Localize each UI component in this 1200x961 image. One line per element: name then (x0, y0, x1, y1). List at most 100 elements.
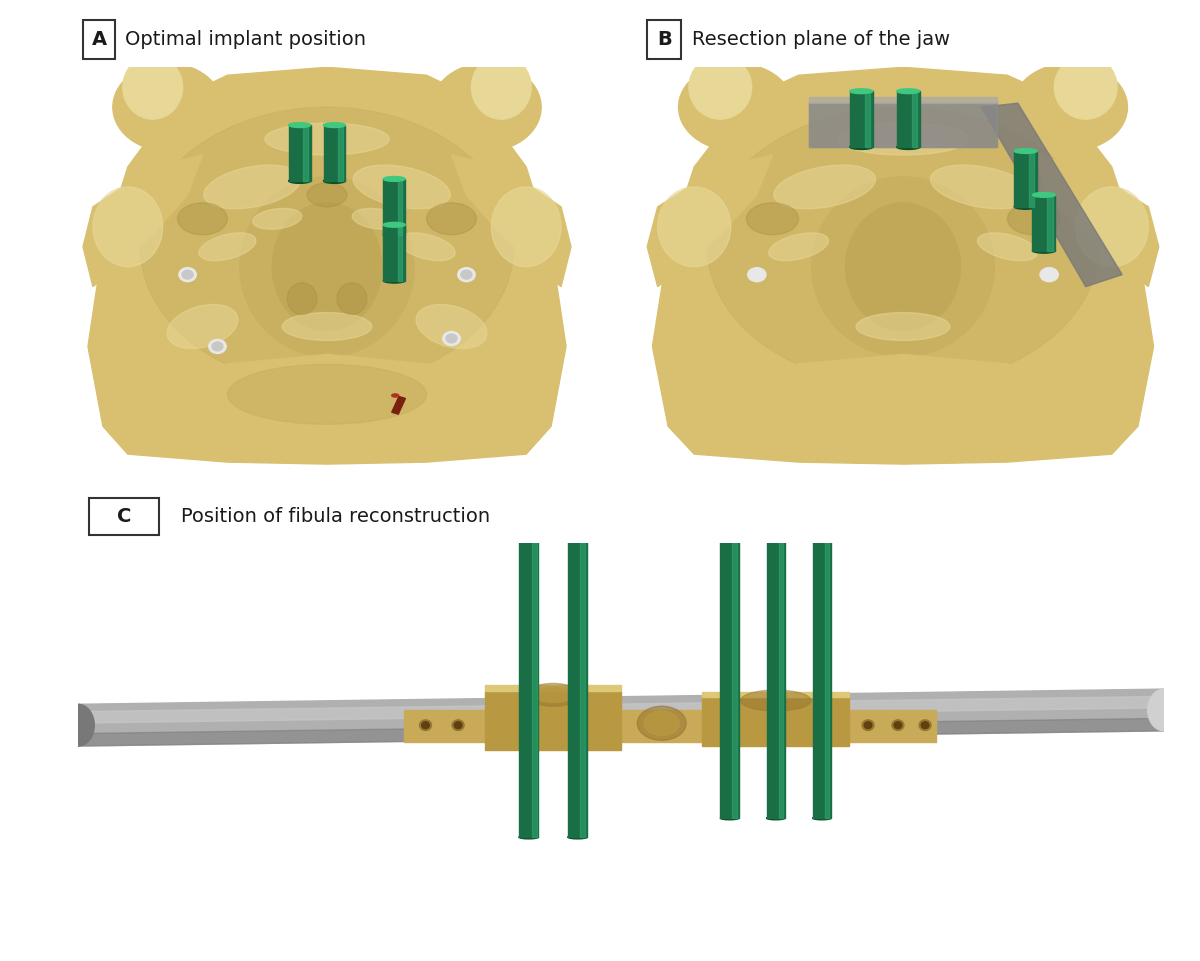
Ellipse shape (140, 107, 514, 386)
Polygon shape (809, 103, 997, 147)
Ellipse shape (740, 690, 811, 711)
Polygon shape (982, 103, 1122, 286)
Ellipse shape (391, 394, 398, 397)
Bar (1014, 151, 1037, 207)
Ellipse shape (812, 486, 832, 489)
Ellipse shape (767, 459, 785, 463)
Ellipse shape (526, 683, 581, 706)
Bar (302, 125, 308, 181)
Ellipse shape (850, 144, 872, 150)
Ellipse shape (1055, 56, 1117, 119)
Bar (89, 498, 160, 535)
Ellipse shape (678, 63, 793, 151)
Ellipse shape (774, 165, 876, 209)
Ellipse shape (978, 233, 1037, 260)
Ellipse shape (61, 704, 95, 746)
Ellipse shape (420, 720, 432, 730)
Ellipse shape (812, 817, 832, 820)
Ellipse shape (518, 835, 539, 839)
Polygon shape (451, 155, 571, 286)
Ellipse shape (92, 186, 163, 266)
Ellipse shape (746, 203, 799, 234)
Bar (391, 397, 406, 414)
Polygon shape (88, 67, 566, 464)
Ellipse shape (767, 817, 785, 820)
Ellipse shape (919, 720, 931, 730)
Bar (767, 461, 785, 818)
Polygon shape (83, 155, 203, 286)
Ellipse shape (443, 332, 461, 345)
Polygon shape (702, 697, 850, 746)
Polygon shape (403, 710, 485, 742)
Bar (824, 488, 829, 818)
Polygon shape (78, 718, 1164, 746)
Polygon shape (152, 355, 502, 455)
Ellipse shape (272, 203, 382, 331)
Ellipse shape (534, 687, 572, 702)
Polygon shape (78, 689, 1164, 746)
Bar (647, 20, 682, 59)
Ellipse shape (1013, 63, 1128, 151)
Ellipse shape (637, 706, 686, 740)
Ellipse shape (416, 305, 487, 349)
Ellipse shape (427, 203, 476, 234)
Ellipse shape (353, 165, 450, 209)
Ellipse shape (896, 144, 919, 150)
Ellipse shape (398, 233, 455, 260)
Polygon shape (485, 691, 622, 750)
Ellipse shape (178, 203, 228, 234)
Ellipse shape (287, 283, 317, 314)
Polygon shape (809, 97, 997, 103)
Polygon shape (702, 692, 850, 697)
Text: C: C (116, 507, 131, 526)
Ellipse shape (720, 817, 739, 820)
Ellipse shape (167, 305, 238, 349)
Ellipse shape (769, 233, 828, 260)
Bar (850, 91, 872, 147)
Ellipse shape (209, 339, 226, 354)
Ellipse shape (1008, 203, 1060, 234)
Ellipse shape (568, 367, 587, 370)
Polygon shape (647, 155, 773, 286)
Ellipse shape (324, 179, 346, 184)
Polygon shape (78, 697, 1164, 723)
Text: Position of fibula reconstruction: Position of fibula reconstruction (181, 507, 491, 526)
Bar (383, 225, 406, 281)
Ellipse shape (265, 123, 389, 155)
Ellipse shape (337, 283, 367, 314)
Ellipse shape (113, 63, 222, 151)
Bar (896, 91, 919, 147)
Ellipse shape (1032, 192, 1056, 197)
Polygon shape (809, 103, 997, 147)
Polygon shape (653, 67, 1153, 464)
Bar (1048, 195, 1052, 251)
Ellipse shape (658, 186, 731, 266)
Ellipse shape (457, 268, 475, 282)
Ellipse shape (452, 720, 464, 730)
Ellipse shape (894, 722, 901, 728)
Polygon shape (622, 710, 702, 742)
Ellipse shape (856, 312, 950, 340)
Ellipse shape (689, 56, 751, 119)
Bar (518, 368, 539, 837)
Ellipse shape (892, 720, 904, 730)
Polygon shape (485, 685, 622, 691)
Bar (581, 368, 586, 837)
Bar (912, 91, 917, 147)
Ellipse shape (212, 342, 223, 351)
Bar (812, 488, 832, 818)
Ellipse shape (644, 711, 679, 735)
Ellipse shape (707, 107, 1099, 386)
Ellipse shape (383, 279, 406, 283)
Polygon shape (850, 710, 936, 742)
Ellipse shape (748, 268, 766, 282)
Text: A: A (91, 30, 107, 49)
Bar (568, 368, 587, 837)
Ellipse shape (252, 209, 302, 230)
Ellipse shape (179, 268, 197, 282)
Ellipse shape (1040, 268, 1058, 282)
Ellipse shape (421, 722, 430, 728)
Ellipse shape (1032, 248, 1056, 253)
Polygon shape (1033, 155, 1159, 286)
Ellipse shape (455, 722, 462, 728)
